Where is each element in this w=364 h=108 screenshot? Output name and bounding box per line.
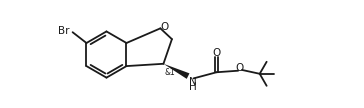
Text: O: O <box>160 22 168 32</box>
Text: O: O <box>236 63 244 73</box>
Text: &1: &1 <box>165 68 176 77</box>
Text: O: O <box>213 48 221 58</box>
Polygon shape <box>163 64 190 79</box>
Text: H: H <box>189 82 197 92</box>
Text: Br: Br <box>58 26 70 36</box>
Text: N: N <box>189 77 197 87</box>
